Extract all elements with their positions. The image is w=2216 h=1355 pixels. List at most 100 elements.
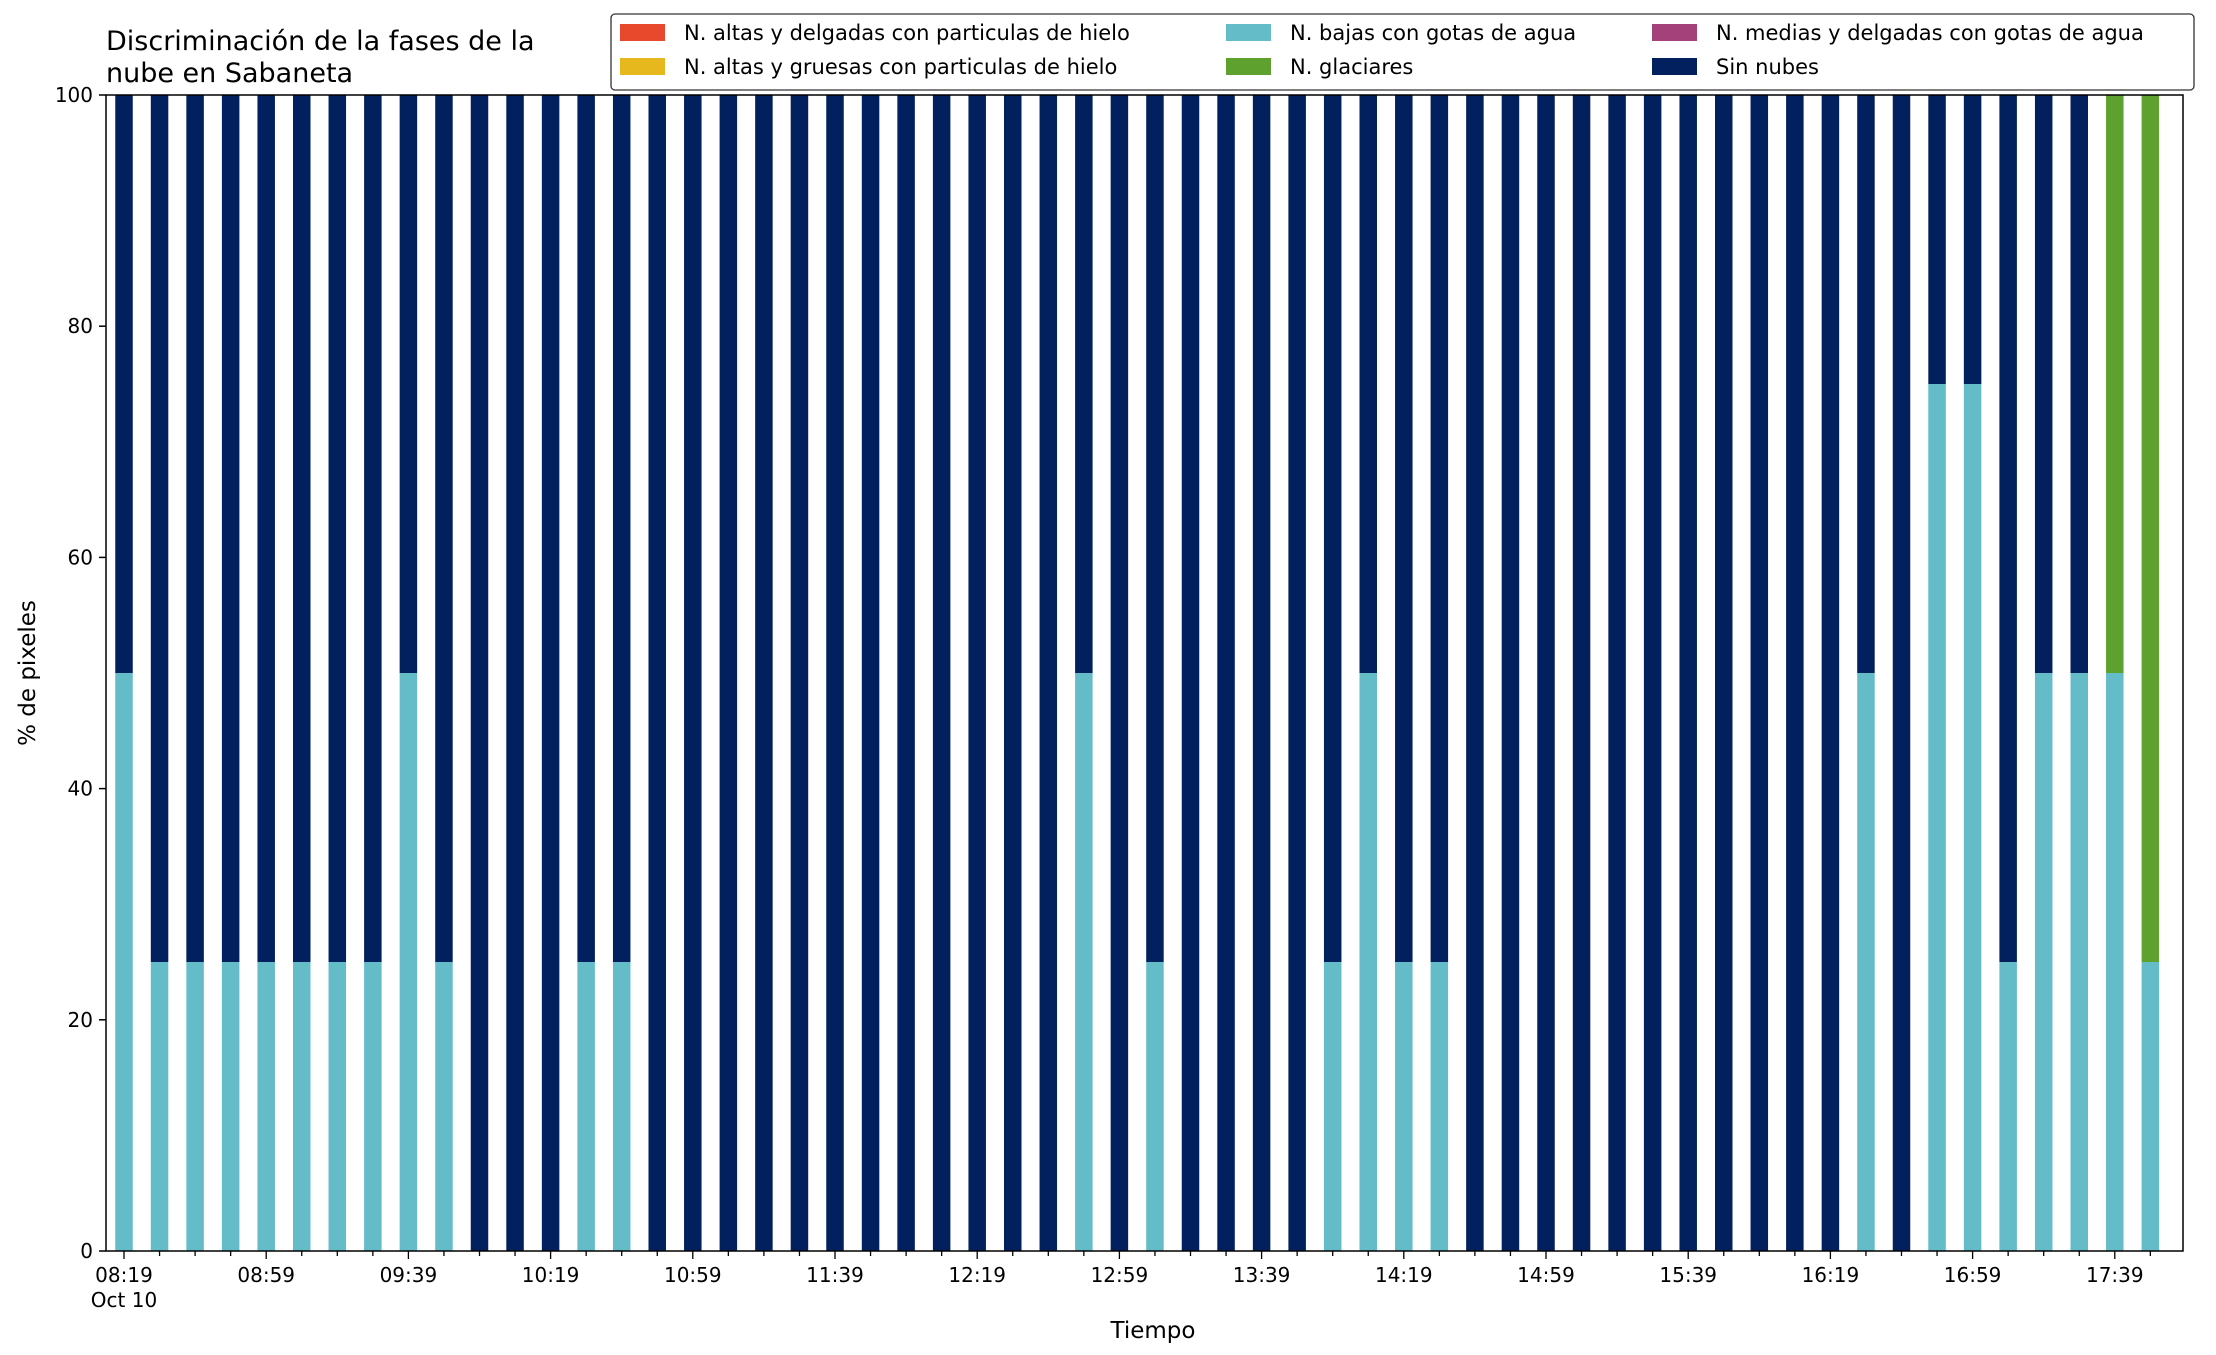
bar-segment <box>897 95 915 1251</box>
legend-swatch <box>620 24 665 41</box>
bar-segment <box>221 95 240 962</box>
legend-swatch <box>1226 58 1271 75</box>
bar-segment <box>612 95 631 962</box>
bar-segment <box>541 95 560 1251</box>
x-tick-label: 16:19 <box>1802 1263 1860 1287</box>
legend-swatch <box>1652 58 1697 75</box>
bar-segment <box>2034 95 2053 673</box>
legend-label: N. medias y delgadas con gotas de agua <box>1716 21 2144 45</box>
bar-segment <box>1075 95 1093 673</box>
x-tick-label: 17:39 <box>2086 1263 2144 1287</box>
bar-segment <box>1928 384 1946 1251</box>
legend-label: N. altas y gruesas con particulas de hie… <box>684 55 1117 79</box>
bar-segment <box>186 95 204 962</box>
legend-label: N. bajas con gotas de agua <box>1290 21 1576 45</box>
bar-segment <box>968 95 986 1251</box>
y-axis-label: % de pixeles <box>15 600 41 746</box>
bar-segment <box>2141 962 2160 1251</box>
bar-segment <box>1892 95 1911 1251</box>
bar-segment <box>293 95 311 962</box>
bar-segment <box>826 95 844 1251</box>
bar-segment <box>186 962 204 1251</box>
bar-segment <box>1679 95 1697 1251</box>
chart-title: Discriminación de la fases de la nube en … <box>106 26 535 89</box>
bar-segment <box>1359 673 1377 1251</box>
bar-segment <box>364 962 382 1251</box>
legend-label: N. altas y delgadas con particulas de hi… <box>684 21 1130 45</box>
bar-segment <box>2141 95 2160 962</box>
bar-segment <box>719 95 738 1251</box>
bar-segment <box>755 95 773 1251</box>
bar-segment <box>2070 95 2088 673</box>
legend-label: Sin nubes <box>1716 55 1819 79</box>
bar-segment <box>1750 95 1769 1251</box>
bar-segment <box>1999 95 2017 962</box>
x-tick-label: 11:39 <box>806 1263 864 1287</box>
bar-segment <box>1963 95 1982 384</box>
x-tick-label: 08:19 <box>95 1263 153 1287</box>
bar-segment <box>1786 95 1804 1251</box>
bar-segment <box>328 962 347 1251</box>
bar-segment <box>257 95 275 962</box>
bar-segment <box>470 95 489 1251</box>
legend-swatch <box>1652 24 1697 41</box>
bar-segment <box>1430 95 1449 962</box>
bar-segment <box>1395 962 1413 1251</box>
bar-segment <box>506 95 524 1251</box>
legend: N. altas y delgadas con particulas de hi… <box>610 13 2195 91</box>
bar-segment <box>1181 95 1200 1251</box>
y-tick-label: 100 <box>55 83 93 107</box>
bar-segment <box>1928 95 1946 384</box>
bar-segment <box>1395 95 1413 962</box>
y-tick-label: 20 <box>68 1008 93 1032</box>
bar-segment <box>1039 95 1058 1251</box>
bar-segment <box>790 95 809 1251</box>
bar-segment <box>1963 384 1982 1251</box>
bar-segment <box>1715 95 1733 1251</box>
bar-segment <box>435 95 453 962</box>
x-tick-sublabel: Oct 10 <box>91 1288 157 1312</box>
bar-segment <box>684 95 702 1251</box>
x-tick-label: 12:19 <box>948 1263 1006 1287</box>
bar-segment <box>1146 95 1164 962</box>
x-tick-label: 12:59 <box>1091 1263 1149 1287</box>
x-tick-label: 10:19 <box>522 1263 580 1287</box>
legend-frame <box>610 13 2195 91</box>
bars <box>115 95 2160 1251</box>
bar-segment <box>577 962 595 1251</box>
bar-segment <box>150 962 169 1251</box>
x-axis-label: Tiempo <box>1110 1318 1196 1344</box>
bar-segment <box>399 95 418 673</box>
bar-segment <box>115 95 133 673</box>
bar-segment <box>2106 673 2124 1251</box>
x-tick-label: 14:59 <box>1517 1263 1575 1287</box>
bar-segment <box>932 95 951 1251</box>
y-tick-label: 0 <box>80 1239 93 1263</box>
bar-segment <box>257 962 275 1251</box>
bar-segment <box>1288 95 1306 1251</box>
bar-segment <box>577 95 595 962</box>
bar-segment <box>1857 673 1875 1251</box>
bar-segment <box>1608 95 1626 1251</box>
bar-segment <box>2106 95 2124 673</box>
y-tick-label: 60 <box>68 545 93 569</box>
bar-segment <box>1643 95 1662 1251</box>
bar-segment <box>1252 95 1271 1251</box>
bar-segment <box>328 95 347 962</box>
x-tick-label: 13:39 <box>1233 1263 1291 1287</box>
bar-segment <box>150 95 169 962</box>
bar-segment <box>1466 95 1484 1251</box>
bar-segment <box>1110 95 1129 1251</box>
x-tick-label: 16:59 <box>1944 1263 2002 1287</box>
legend-swatch <box>620 58 665 75</box>
bar-segment <box>648 95 666 1251</box>
y-tick-label: 80 <box>68 314 93 338</box>
bar-segment <box>1572 95 1591 1251</box>
x-tick-label: 10:59 <box>664 1263 722 1287</box>
bar-segment <box>1323 962 1342 1251</box>
bar-segment <box>1537 95 1555 1251</box>
x-tick-label: 09:39 <box>380 1263 438 1287</box>
bar-segment <box>435 962 453 1251</box>
